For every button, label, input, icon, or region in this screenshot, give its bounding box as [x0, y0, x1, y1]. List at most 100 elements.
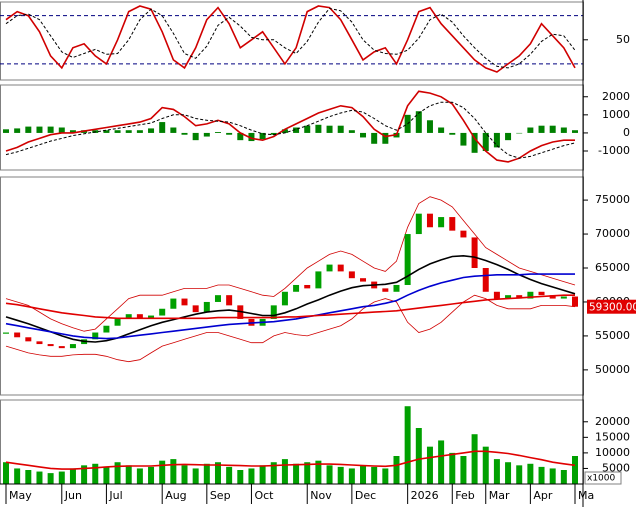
- candle: [527, 291, 534, 299]
- bar: [136, 468, 143, 484]
- bar: [259, 465, 266, 484]
- bar: [103, 130, 110, 133]
- bar: [181, 132, 188, 135]
- candle: [148, 315, 155, 319]
- x-tick-label: Jun: [64, 489, 82, 502]
- bar: [572, 456, 578, 484]
- bar: [482, 446, 489, 484]
- bar: [125, 130, 132, 133]
- bar: [360, 132, 367, 138]
- candle: [304, 284, 311, 289]
- bar: [58, 471, 65, 484]
- bar: [237, 132, 244, 141]
- y-tick-label: 10000: [595, 446, 630, 459]
- candle: [326, 264, 333, 272]
- candle: [125, 314, 132, 319]
- bar: [505, 462, 512, 484]
- bar: [449, 452, 456, 484]
- bar: [426, 446, 433, 484]
- x-tick-label: Aug: [165, 489, 186, 502]
- bar: [560, 127, 567, 133]
- candle: [270, 305, 277, 319]
- y-tick-label: 1000: [602, 108, 630, 121]
- candle: [159, 308, 166, 316]
- x-tick-label: Mar: [489, 489, 510, 502]
- candle: [382, 288, 389, 292]
- candle: [103, 325, 110, 333]
- bar: [348, 130, 355, 133]
- bar: [25, 126, 32, 133]
- bar: [560, 470, 567, 484]
- bar: [549, 468, 556, 484]
- bar: [348, 468, 355, 484]
- bar: [493, 459, 500, 484]
- y-tick-label: 50: [616, 33, 630, 46]
- bar: [25, 470, 32, 484]
- x-tick-label: Oct: [254, 489, 274, 502]
- candle: [549, 295, 556, 299]
- series-line: [5, 254, 576, 343]
- candle: [315, 271, 322, 289]
- candle: [393, 284, 400, 292]
- bar: [438, 127, 445, 133]
- unit-label: x1000: [587, 474, 616, 484]
- y-tick-label: 55000: [595, 329, 630, 342]
- bar: [360, 465, 367, 484]
- x-tick-label: May: [9, 489, 32, 502]
- bar: [36, 126, 43, 133]
- candle: [415, 213, 422, 235]
- bar: [69, 130, 76, 133]
- bar: [248, 132, 255, 142]
- bar: [148, 128, 155, 133]
- bar: [3, 462, 9, 484]
- candle: [426, 213, 433, 228]
- price-label-box: [587, 299, 636, 314]
- bar: [214, 132, 221, 133]
- panel-frame: [0, 176, 584, 396]
- bar: [125, 465, 132, 484]
- bar: [192, 132, 199, 141]
- bar: [371, 466, 378, 484]
- bar: [326, 125, 333, 133]
- bar: [438, 440, 445, 484]
- x-tick-label: 2026: [411, 489, 439, 502]
- candle: [572, 296, 578, 307]
- candle: [348, 271, 355, 279]
- candle: [482, 268, 489, 292]
- bar: [81, 465, 88, 484]
- bar: [270, 132, 277, 135]
- bar: [315, 124, 322, 133]
- bar: [371, 132, 378, 144]
- candle: [92, 332, 99, 340]
- bar: [449, 132, 456, 135]
- bar: [170, 127, 177, 133]
- y-tick-label: 5000: [602, 461, 630, 474]
- candle: [538, 291, 545, 296]
- bar: [136, 130, 143, 133]
- bar: [248, 468, 255, 484]
- bar: [47, 473, 54, 484]
- x-tick-label: Apr: [533, 489, 553, 502]
- bar: [404, 406, 411, 484]
- price-label: 59300.00: [589, 302, 636, 314]
- bar: [382, 468, 389, 484]
- bar: [304, 462, 311, 484]
- x-tick-label: Sep: [210, 489, 231, 502]
- candle: [560, 296, 567, 299]
- x-tick-label: Feb: [455, 489, 474, 502]
- candle: [36, 341, 43, 345]
- candle: [226, 295, 233, 306]
- bar: [103, 466, 110, 484]
- bar: [337, 125, 344, 133]
- candle: [449, 217, 456, 231]
- bar: [527, 463, 534, 484]
- bar: [460, 456, 467, 484]
- bar: [14, 468, 21, 484]
- bar: [471, 434, 478, 484]
- bar: [471, 132, 478, 153]
- y-tick-label: 15000: [595, 430, 630, 443]
- candle: [471, 237, 478, 269]
- bar: [114, 130, 121, 133]
- candle: [58, 346, 65, 349]
- bar: [393, 456, 400, 484]
